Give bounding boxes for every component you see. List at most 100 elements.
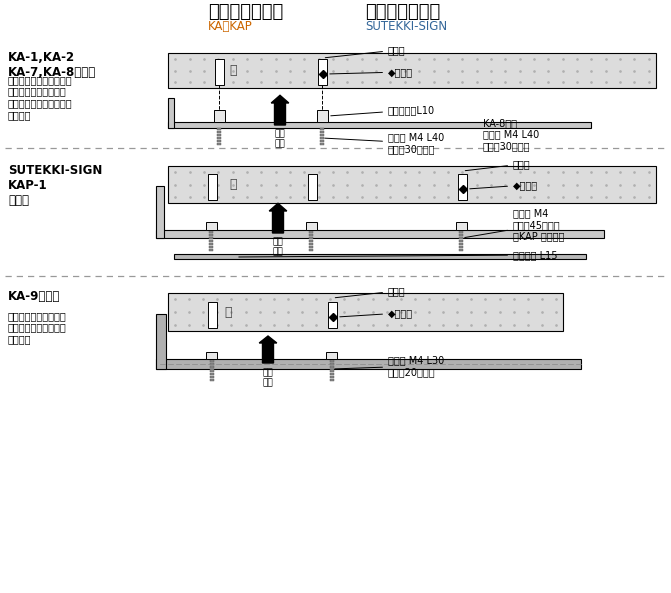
Text: KA・KAP: KA・KAP <box>208 20 253 33</box>
Text: 丸ナット L15: 丸ナット L15 <box>239 250 558 260</box>
Bar <box>318 59 327 85</box>
Text: タイル表面にも接着剤
を塗布し、取り付けて
下さい。: タイル表面にも接着剤 を塗布し、取り付けて 下さい。 <box>8 311 66 344</box>
Bar <box>459 240 463 242</box>
Bar <box>210 363 214 365</box>
Bar <box>320 140 324 142</box>
Bar <box>208 302 217 328</box>
Text: 取付穴: 取付穴 <box>325 45 406 58</box>
Bar <box>330 375 334 378</box>
Bar <box>217 137 221 139</box>
Text: ボルト M4
出幅（45）３本
（KAP は２本）: ボルト M4 出幅（45）３本 （KAP は２本） <box>465 208 564 241</box>
Bar <box>209 240 213 242</box>
Bar <box>156 314 166 369</box>
Bar <box>459 243 463 245</box>
Text: KA-9の場合: KA-9の場合 <box>8 290 60 303</box>
Bar <box>156 186 164 238</box>
Bar <box>214 110 225 122</box>
FancyArrow shape <box>259 336 277 363</box>
Text: 壁: 壁 <box>229 178 237 191</box>
Bar <box>320 134 324 136</box>
Bar <box>156 359 581 369</box>
Text: 裏側にボルトが溶接して
ありますので付属のス
ペーサーで浮かせて固定
します。: 裏側にボルトが溶接して ありますので付属のス ペーサーで浮かせて固定 します。 <box>8 75 72 120</box>
Bar <box>215 59 224 85</box>
Bar <box>309 240 313 242</box>
Text: ボルト M4 L40
出幅（30）２本: ボルト M4 L40 出幅（30）２本 <box>325 132 444 154</box>
Bar <box>168 53 656 88</box>
Bar <box>206 222 217 230</box>
Text: スペーサーL10: スペーサーL10 <box>331 105 435 116</box>
Bar <box>459 246 463 248</box>
Bar <box>320 131 324 133</box>
Bar <box>174 254 586 259</box>
Bar <box>326 352 337 359</box>
Bar <box>217 140 221 142</box>
Bar <box>309 243 313 245</box>
Bar <box>168 122 591 128</box>
Bar <box>210 366 214 368</box>
Text: 取付穴: 取付穴 <box>336 286 406 298</box>
Bar <box>210 369 214 372</box>
Bar <box>309 249 313 251</box>
Bar <box>208 174 217 200</box>
Bar <box>209 231 213 233</box>
Bar <box>168 98 174 128</box>
FancyArrow shape <box>271 95 289 125</box>
FancyArrow shape <box>269 203 287 233</box>
Text: 取付穴: 取付穴 <box>465 159 531 171</box>
Bar <box>309 234 313 236</box>
Bar <box>330 372 334 375</box>
Bar <box>459 249 463 251</box>
Bar <box>156 230 604 238</box>
Text: ステッキサイン: ステッキサイン <box>365 3 440 21</box>
Bar <box>209 234 213 236</box>
Bar <box>330 363 334 365</box>
Bar <box>210 379 214 381</box>
Text: 壁: 壁 <box>229 64 237 77</box>
Text: 圧着
固定: 圧着 固定 <box>272 237 283 256</box>
Bar <box>210 375 214 378</box>
Bar <box>330 360 334 362</box>
Bar <box>217 143 221 145</box>
Bar <box>459 234 463 236</box>
Bar <box>330 366 334 368</box>
Text: SUTEKKI-SIGN
KAP-1
の場合: SUTEKKI-SIGN KAP-1 の場合 <box>8 164 103 207</box>
Text: コーナーサイン: コーナーサイン <box>208 3 283 21</box>
Bar <box>328 302 337 328</box>
Text: KA-8のみ
ボルト M4 L40
出幅（30）４本: KA-8のみ ボルト M4 L40 出幅（30）４本 <box>483 118 539 151</box>
Bar <box>309 237 313 239</box>
Bar <box>210 360 214 362</box>
Bar <box>210 372 214 375</box>
Bar <box>320 143 324 145</box>
Bar <box>320 137 324 139</box>
Bar <box>206 352 217 359</box>
Text: ◆接着剤: ◆接着剤 <box>340 308 413 318</box>
Text: SUTEKKI-SIGN: SUTEKKI-SIGN <box>365 20 447 33</box>
Bar <box>308 174 317 200</box>
Bar <box>217 128 221 130</box>
Text: 圧着
固定: 圧着 固定 <box>274 129 285 148</box>
Bar <box>209 243 213 245</box>
Bar <box>320 128 324 130</box>
Bar <box>459 231 463 233</box>
Bar <box>459 228 463 230</box>
Text: KA-1,KA-2
KA-7,KA-8の場合: KA-1,KA-2 KA-7,KA-8の場合 <box>8 51 96 79</box>
Bar <box>309 228 313 230</box>
Bar <box>309 246 313 248</box>
Bar <box>317 110 328 122</box>
Bar <box>209 246 213 248</box>
Bar <box>168 166 656 203</box>
Bar <box>209 228 213 230</box>
Bar <box>309 231 313 233</box>
Bar <box>209 249 213 251</box>
Text: ◆接着剤: ◆接着剤 <box>470 180 538 190</box>
Bar <box>209 237 213 239</box>
Text: ボルト M4 L30
出幅（20）２本: ボルト M4 L30 出幅（20）２本 <box>335 355 444 377</box>
Bar <box>306 222 317 230</box>
Bar <box>217 134 221 136</box>
Bar <box>459 237 463 239</box>
Bar <box>168 293 563 331</box>
Bar <box>330 379 334 381</box>
Text: ◆接着剤: ◆接着剤 <box>329 67 413 77</box>
Bar <box>456 222 467 230</box>
Bar <box>217 131 221 133</box>
